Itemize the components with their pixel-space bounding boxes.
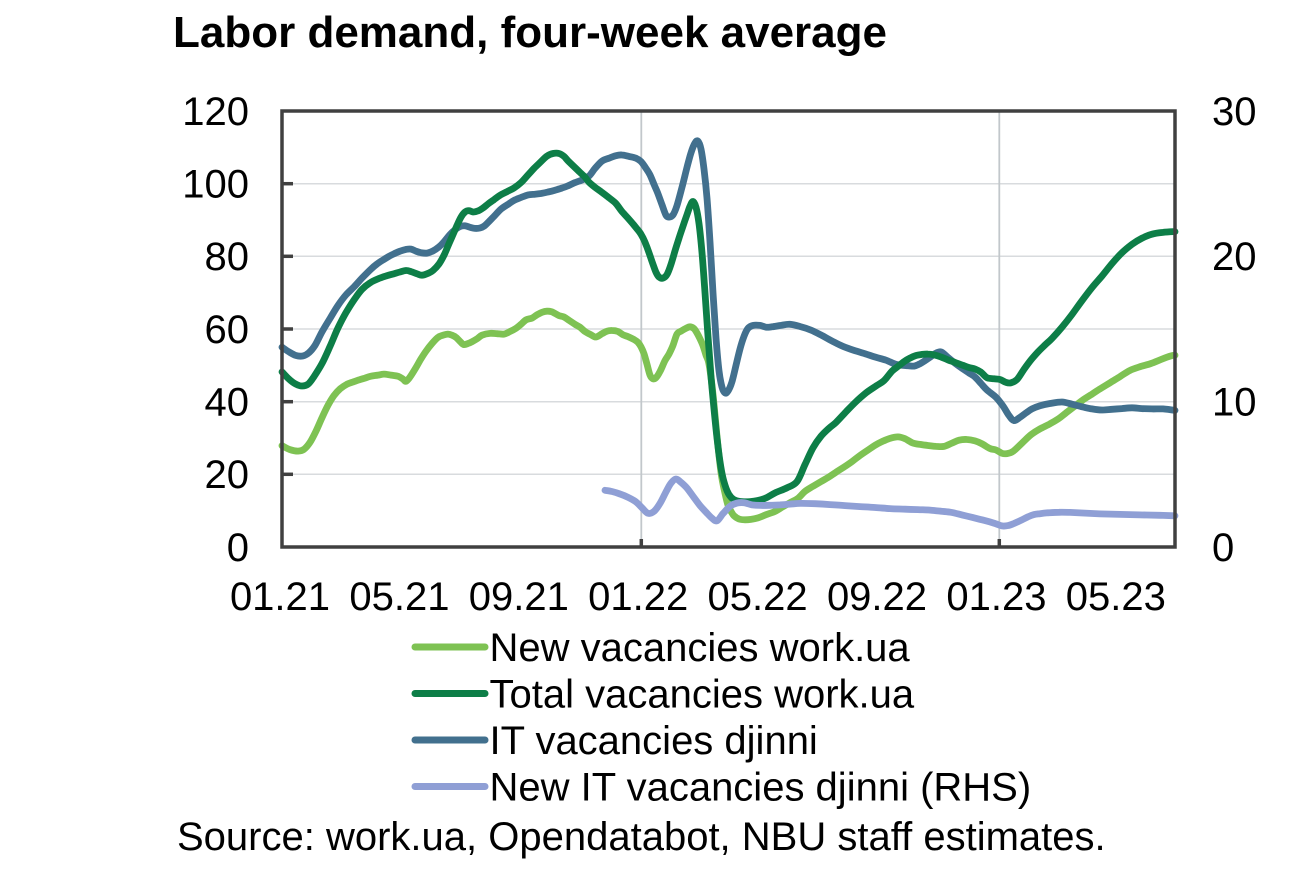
svg-text:0: 0 xyxy=(227,526,249,570)
svg-text:40: 40 xyxy=(205,381,250,425)
svg-text:Labor demand, four-week averag: Labor demand, four-week average xyxy=(173,8,887,57)
svg-text:05.21: 05.21 xyxy=(349,575,449,619)
svg-text:20: 20 xyxy=(205,453,250,497)
svg-text:01.22: 01.22 xyxy=(588,575,688,619)
svg-text:0: 0 xyxy=(1212,526,1234,570)
svg-text:05.22: 05.22 xyxy=(708,575,808,619)
svg-text:60: 60 xyxy=(205,308,250,352)
svg-text:New IT vacancies djinni (RHS): New IT vacancies djinni (RHS) xyxy=(490,765,1032,809)
svg-text:10: 10 xyxy=(1212,381,1257,425)
svg-text:Total vacancies work.ua: Total vacancies work.ua xyxy=(490,672,915,716)
svg-text:120: 120 xyxy=(182,90,249,134)
svg-text:20: 20 xyxy=(1212,235,1257,279)
svg-text:Source: work.ua, Opendatabot,: Source: work.ua, Opendatabot, NBU staff … xyxy=(177,815,1106,859)
svg-text:IT vacancies djinni: IT vacancies djinni xyxy=(490,719,818,763)
svg-text:09.22: 09.22 xyxy=(827,575,927,619)
svg-text:09.21: 09.21 xyxy=(469,575,569,619)
svg-text:01.23: 01.23 xyxy=(946,575,1046,619)
svg-text:80: 80 xyxy=(205,235,250,279)
svg-text:100: 100 xyxy=(182,163,249,207)
svg-text:New vacancies work.ua: New vacancies work.ua xyxy=(490,626,911,670)
svg-text:05.23: 05.23 xyxy=(1066,575,1166,619)
svg-text:01.21: 01.21 xyxy=(230,575,330,619)
svg-text:30: 30 xyxy=(1212,90,1257,134)
